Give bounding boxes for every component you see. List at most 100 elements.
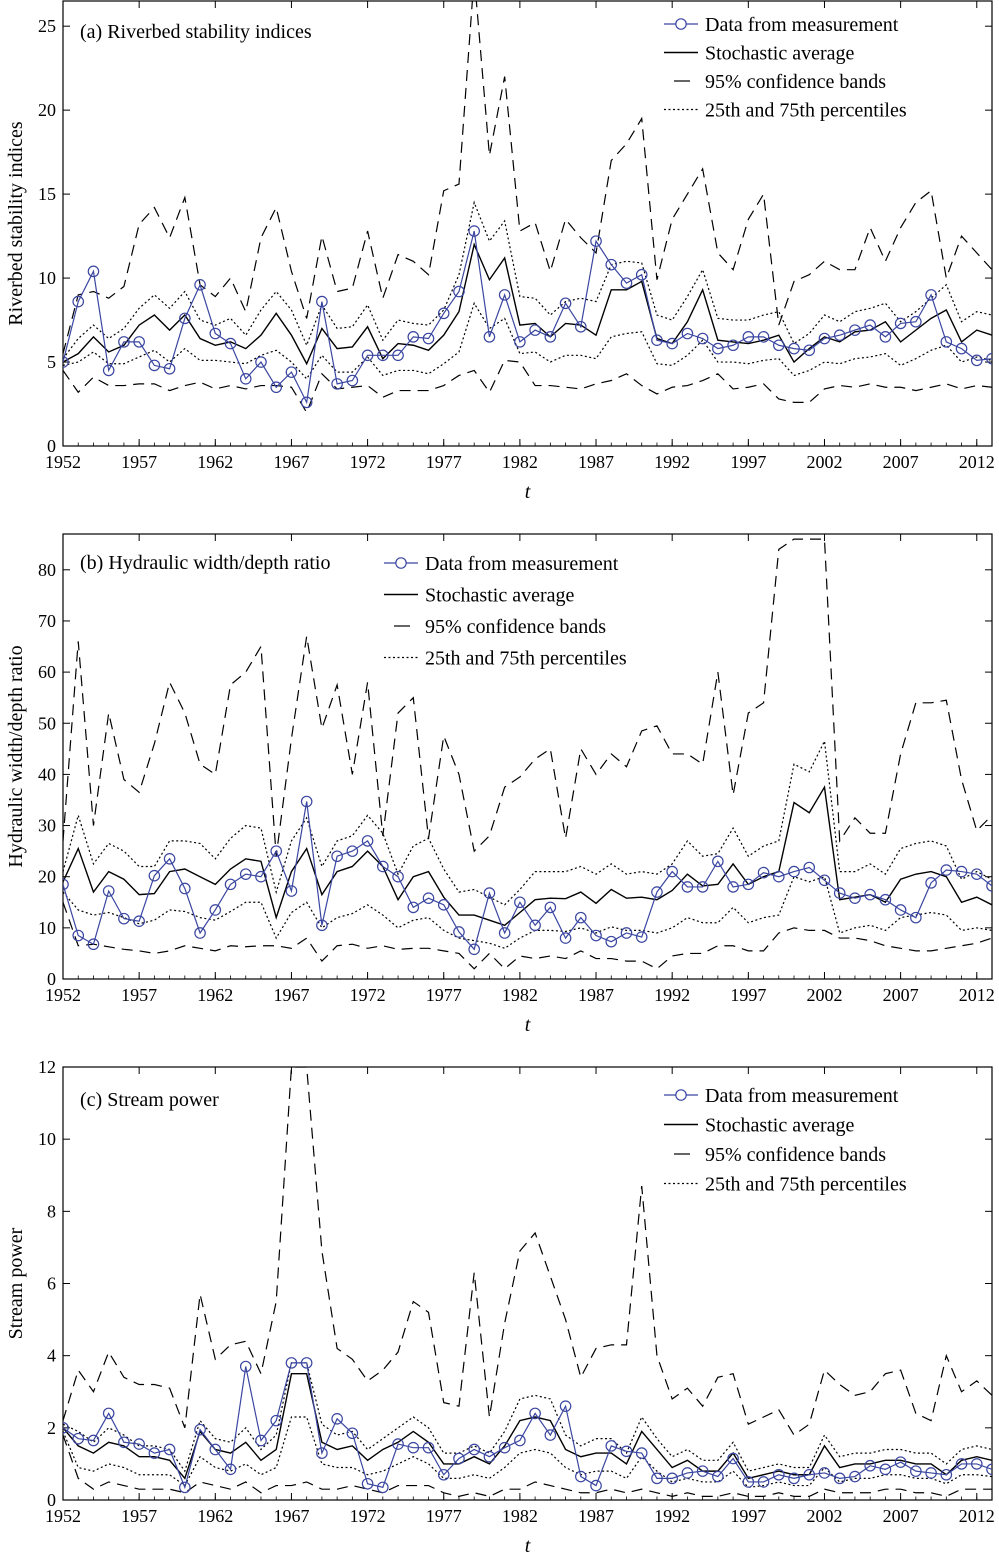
measurement-point — [970, 354, 983, 367]
measurement-point — [635, 931, 648, 943]
measurement-point — [635, 268, 648, 281]
measurement-point — [894, 1456, 907, 1468]
measurement-point — [316, 919, 328, 932]
x-tick-label: 1972 — [350, 452, 386, 472]
plot-area — [63, 538, 992, 970]
y-tick-label: 20 — [38, 100, 56, 120]
measurement-point — [712, 342, 724, 355]
x-tick-label: 1957 — [121, 985, 157, 1005]
measurement-point — [590, 929, 602, 942]
x-tick-label: 1957 — [121, 452, 157, 472]
measurement-point — [727, 339, 739, 352]
measurement-point — [727, 881, 739, 893]
measurement-point — [194, 1423, 206, 1436]
legend-measurement-marker — [675, 1089, 687, 1101]
measurement-point — [468, 943, 480, 956]
measurement-point — [63, 356, 69, 368]
x-tick-label: 1977 — [426, 985, 462, 1005]
measurement-point — [453, 926, 465, 938]
y-tick-label: 10 — [38, 268, 56, 288]
legend-percentiles: 25th and 75th percentiles — [425, 648, 627, 670]
measurement-point — [529, 1407, 541, 1420]
measurement-point — [925, 1467, 937, 1479]
measurement-point — [392, 870, 404, 883]
measurement-point — [879, 331, 892, 343]
measurement-point — [331, 850, 343, 863]
measurement-point — [255, 356, 267, 368]
y-tick-label: 15 — [38, 184, 56, 204]
measurement-point — [986, 1463, 992, 1476]
measurement-point — [788, 865, 800, 878]
measurement-point — [940, 864, 953, 876]
x-tick-label: 1997 — [730, 452, 766, 472]
measurement-point — [986, 880, 992, 892]
x-tick-label: 1997 — [730, 985, 766, 1005]
measurement-point — [544, 331, 557, 343]
measurement-point — [300, 1357, 313, 1369]
x-tick-label: 1962 — [197, 985, 233, 1005]
measurement-point — [559, 297, 572, 310]
measurement-point — [651, 886, 663, 898]
measurement-point — [788, 1472, 800, 1485]
measurement-point — [818, 332, 831, 345]
measurement-point — [849, 892, 861, 904]
x-tick-label: 1972 — [350, 985, 386, 1005]
measurement-point — [681, 327, 694, 340]
series-stochastic-average — [63, 785, 992, 927]
measurement-point — [605, 1440, 618, 1452]
x-tick-label: 1962 — [197, 1506, 233, 1526]
x-tick-label: 1977 — [426, 1506, 462, 1526]
measurement-point — [316, 1447, 328, 1459]
series-75th-percentile — [63, 1362, 992, 1473]
legend-average: Stochastic average — [705, 1115, 854, 1137]
y-tick-label: 0 — [47, 436, 56, 456]
measurement-point — [635, 1447, 648, 1459]
measurement-point — [986, 352, 992, 365]
legend-ci95: 95% confidence bands — [425, 616, 606, 638]
measurement-point — [179, 312, 191, 325]
measurement-point — [879, 1463, 892, 1476]
measurement-point — [803, 1468, 816, 1481]
x-tick-label: 2007 — [883, 452, 919, 472]
measurement-point — [818, 874, 831, 887]
x-tick-label: 1967 — [273, 452, 309, 472]
measurement-point — [925, 289, 937, 301]
legend-percentiles: 25th and 75th percentiles — [705, 1174, 907, 1196]
measurement-point — [72, 1432, 85, 1445]
legend-average: Stochastic average — [425, 585, 574, 607]
legend-ci95: 95% confidence bands — [705, 1144, 886, 1166]
measurement-point — [133, 915, 145, 928]
x-tick-label: 2012 — [959, 1506, 995, 1526]
measurement-point — [970, 868, 983, 880]
series-95-upper-band — [63, 538, 992, 857]
series-measurement-line — [63, 1362, 992, 1490]
measurement-point — [239, 868, 252, 880]
measurement-point — [407, 901, 420, 914]
panel-title: (a) Riverbed stability indices — [80, 21, 312, 43]
measurement-point — [118, 912, 130, 925]
measurement-point — [955, 865, 968, 878]
measurement-point — [270, 845, 283, 857]
legend-measurement: Data from measurement — [425, 553, 619, 575]
series-25th-percentile — [63, 301, 992, 380]
plot-area — [63, 1, 992, 414]
measurement-point — [559, 932, 572, 944]
panel-stream-power: 1952 1957 1962 1967 1972 1977 1982 1987 1992 1997… — [5, 1057, 995, 1557]
measurement-point — [529, 324, 541, 336]
measurement-point — [910, 315, 922, 328]
measurement-point — [224, 878, 237, 891]
x-tick-label: 1982 — [502, 452, 538, 472]
panel-width-depth-ratio: 1952 1957 1962 1967 1972 1977 1982 1987 1992 1997… — [5, 533, 995, 1036]
x-tick-label: 1987 — [578, 985, 614, 1005]
y-axis-label: Riverbed stability indices — [5, 121, 27, 326]
measurement-point — [437, 899, 450, 911]
y-tick-label: 60 — [38, 662, 56, 682]
measurement-point — [285, 366, 298, 378]
measurement-point — [102, 1407, 115, 1420]
measurement-point — [803, 344, 816, 357]
measurement-point — [757, 1476, 770, 1488]
measurement-point — [498, 289, 511, 301]
series-95-lower-band — [63, 359, 992, 414]
measurement-point — [224, 337, 237, 350]
measurement-point — [833, 887, 846, 899]
